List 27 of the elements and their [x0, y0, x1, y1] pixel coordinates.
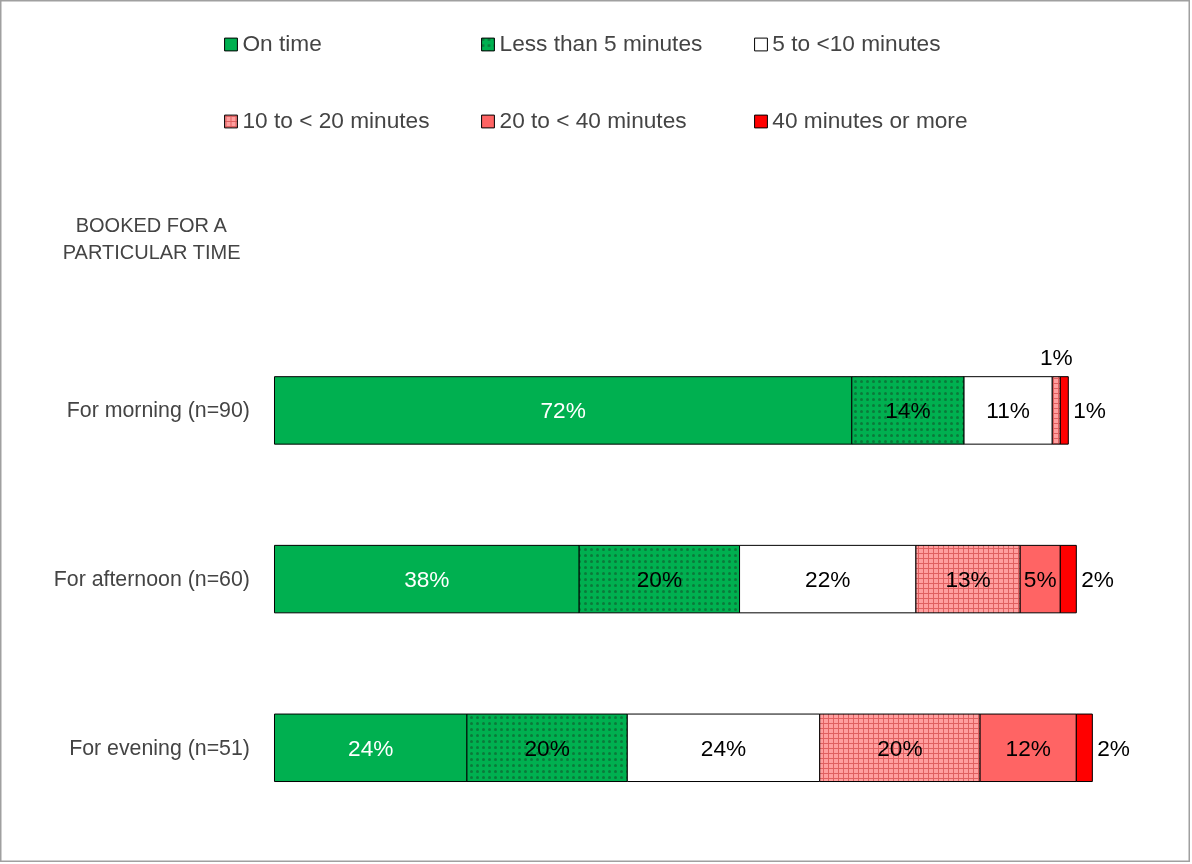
data-label: 38% — [404, 566, 450, 593]
data-label: 12% — [1005, 734, 1051, 761]
legend-label: 20 to < 40 minutes — [499, 107, 687, 134]
legend-label: Less than 5 minutes — [499, 30, 703, 57]
data-label: 1% — [1039, 343, 1073, 370]
data-label: 11% — [986, 397, 1030, 424]
data-label: 24% — [700, 734, 747, 761]
data-label: 2% — [1081, 566, 1114, 593]
data-label: 5% — [1023, 566, 1057, 593]
data-label: 13% — [945, 566, 991, 593]
data-label: 72% — [540, 397, 586, 424]
data-label: 2% — [1097, 734, 1131, 761]
y-tick-label: For morning (n=90) — [66, 398, 250, 423]
data-label: 1% — [1073, 397, 1106, 424]
data-label: 14% — [885, 397, 931, 424]
data-label: 24% — [348, 734, 394, 761]
legend-label: 5 to <10 minutes — [772, 30, 941, 57]
data-label: 20% — [524, 734, 570, 761]
legend-label: 40 minutes or more — [772, 107, 968, 134]
y-tick-label: For afternoon (n=60) — [53, 567, 250, 592]
legend-label: 10 to < 20 minutes — [242, 107, 430, 134]
y-tick-label: For evening (n=51) — [69, 735, 250, 760]
data-label: 20% — [877, 734, 923, 761]
data-label: 20% — [636, 566, 683, 593]
legend-label: On time — [242, 30, 322, 57]
text: BOOKED FOR A PARTICULAR TIME — [62, 214, 241, 263]
data-label: 22% — [805, 566, 851, 593]
